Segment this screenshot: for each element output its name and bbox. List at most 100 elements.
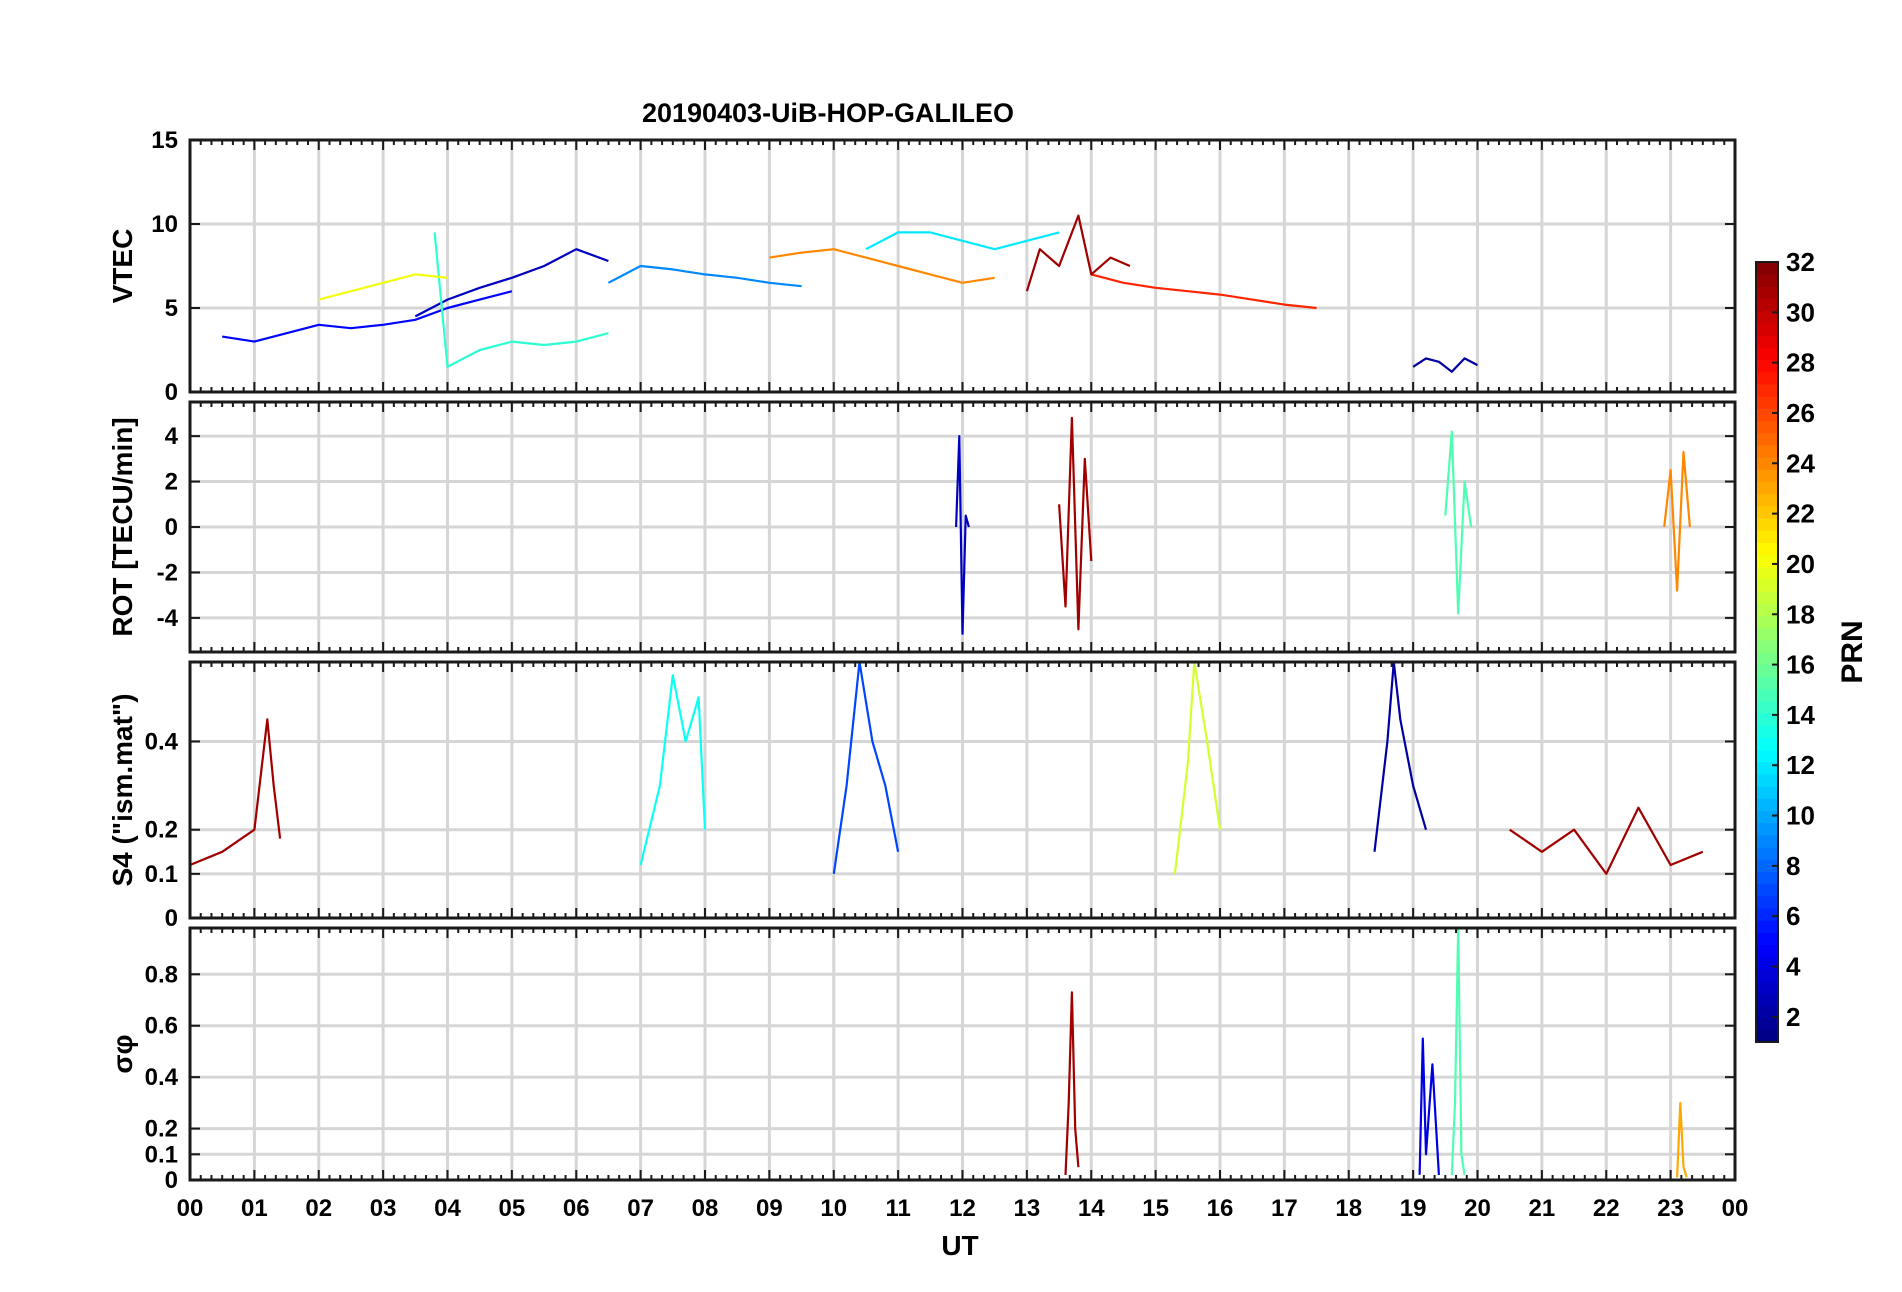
colorbar-segment: [1756, 627, 1778, 641]
series-line-prn-24: [769, 248, 995, 284]
colorbar-segment: [1756, 993, 1778, 1007]
series-line-prn-31: [1058, 416, 1093, 631]
x-tick-label: 00: [177, 1195, 204, 1222]
series-line-prn-4: [1418, 1037, 1440, 1175]
colorbar-tick-label: 4: [1786, 952, 1801, 982]
colorbar-segment: [1756, 335, 1778, 348]
colorbar-segment: [1756, 676, 1778, 690]
colorbar-segment: [1756, 591, 1778, 604]
colorbar-segment: [1756, 822, 1778, 836]
x-tick-label: 00: [1722, 1195, 1749, 1222]
colorbar-segment: [1756, 639, 1778, 653]
colorbar-segment: [1756, 505, 1778, 519]
colorbar-segment: [1756, 1017, 1778, 1031]
y-tick-label: 15: [151, 127, 178, 154]
colorbar-segment: [1756, 1029, 1778, 1043]
x-tick-label: 08: [692, 1195, 719, 1222]
colorbar-segment: [1756, 652, 1778, 665]
x-tick-labels: 00 01 02 03 04 05 06 07 08 09 10 11 12 13 14 15 16 17 18 19…: [177, 1195, 1749, 1222]
x-tick-label: 05: [499, 1195, 526, 1222]
x-tick-label: 20: [1464, 1195, 1491, 1222]
y-tick-label: 0.2: [145, 1116, 178, 1143]
colorbar-segment: [1756, 981, 1778, 994]
colorbar-segment: [1756, 298, 1778, 312]
y-tick-label: 0.1: [145, 861, 178, 888]
x-tick-label: 16: [1207, 1195, 1234, 1222]
x-tick-label: 19: [1400, 1195, 1427, 1222]
colorbar-segment: [1756, 420, 1778, 434]
chart-title: 20190403-UiB-HOP-GALILEO: [642, 98, 1014, 128]
x-tick-label: 18: [1335, 1195, 1362, 1222]
y-tick-label: 0.8: [145, 961, 178, 988]
series-line-prn-31: [1064, 991, 1080, 1175]
y-tick-label: 4: [165, 423, 179, 450]
series-line-prn-31: [189, 718, 282, 867]
colorbar-segment: [1756, 786, 1778, 799]
x-tick-label: 17: [1271, 1195, 1298, 1222]
x-tick-label: 12: [949, 1195, 976, 1222]
colorbar-segment: [1756, 798, 1778, 812]
panel-vtec: 0 5 10 15 VTEC: [107, 127, 1737, 406]
colorbar-tick-label: 26: [1786, 398, 1815, 428]
colorbar-segment: [1756, 481, 1778, 495]
colorbar-frame: [1755, 261, 1779, 1043]
colorbar-segment: [1756, 859, 1778, 872]
colorbar-tick-label: 32: [1786, 247, 1815, 277]
x-tick-label: 03: [370, 1195, 397, 1222]
colorbar-segment: [1756, 700, 1778, 714]
y-tick-label: 0: [165, 1167, 178, 1194]
series-line-prn-31: [1509, 806, 1704, 876]
series-line-prn-15: [1444, 430, 1473, 615]
colorbar-tick-label: 10: [1786, 801, 1815, 831]
colorbar-tick-label: 18: [1786, 599, 1815, 629]
series-line-prn-3: [955, 435, 970, 635]
x-tick-label: 06: [563, 1195, 590, 1222]
series-line-prn-31: [1025, 214, 1131, 292]
series-line-prn-2: [1373, 660, 1428, 852]
colorbar-segment: [1756, 444, 1778, 458]
colorbar-tick-label: 14: [1786, 700, 1815, 730]
series-line-prn-20: [318, 273, 448, 301]
x-tick-label: 07: [627, 1195, 654, 1222]
colorbar-segment: [1756, 359, 1778, 373]
colorbar-segment: [1756, 286, 1778, 300]
y-tick-label: 0: [165, 905, 178, 932]
series-line-prn-3: [414, 248, 609, 318]
colorbar-segment: [1756, 371, 1778, 385]
colorbar-tick-label: 12: [1786, 750, 1815, 780]
colorbar-segment: [1756, 773, 1778, 787]
x-tick-label: 02: [305, 1195, 332, 1222]
colorbar-segment: [1756, 457, 1778, 470]
y-tick-label: 2: [165, 469, 178, 496]
y-axis-label: ROT [TECU/min]: [107, 417, 138, 636]
y-tick-label: -4: [157, 605, 179, 632]
colorbar-segment: [1756, 432, 1778, 446]
y-tick-label: 0.1: [145, 1141, 178, 1168]
x-tick-label: 21: [1529, 1195, 1556, 1222]
colorbar-segment: [1756, 883, 1778, 897]
colorbar-tick-label: 16: [1786, 650, 1815, 680]
y-tick-label: 10: [151, 211, 178, 238]
panel-sigma-phi: 00.10.2 0.4 0.6 0.8 σφ: [107, 926, 1737, 1194]
x-tick-label: 22: [1593, 1195, 1620, 1222]
colorbar-segment: [1756, 262, 1778, 275]
colorbar-segment: [1756, 712, 1778, 726]
colorbar-tick-label: 2: [1786, 1002, 1800, 1032]
colorbar-segment: [1756, 895, 1778, 909]
colorbar-segment: [1756, 749, 1778, 763]
colorbar-segment: [1756, 688, 1778, 702]
series-line-prn-24: [1663, 450, 1691, 592]
series-line-prn-13: [639, 674, 707, 866]
series-line-prn-23: [1676, 1101, 1688, 1178]
colorbar-tick-label: 30: [1786, 297, 1815, 327]
y-axis-label: VTEC: [107, 229, 138, 304]
x-tick-label: 23: [1657, 1195, 1684, 1222]
y-tick-label: 5: [165, 295, 178, 322]
colorbar-tick-label: 28: [1786, 348, 1815, 378]
series-line-prn-27: [1091, 273, 1317, 310]
colorbar-segment: [1756, 664, 1778, 677]
colorbar-segment: [1756, 542, 1778, 556]
y-tick-label: -2: [157, 559, 178, 586]
x-tick-label: 15: [1142, 1195, 1169, 1222]
colorbar-segment: [1756, 310, 1778, 324]
